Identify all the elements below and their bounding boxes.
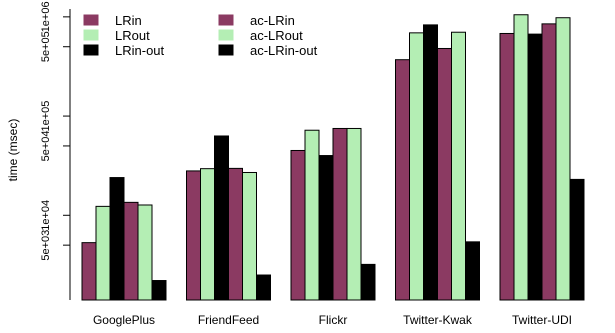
y-tick-label: 1e+05 (40, 101, 52, 132)
bar-lrin-flickr (290, 149, 306, 301)
bar-ac-lrout-twitter-kwak (451, 31, 466, 301)
x-category-label: FriendFeed (198, 313, 259, 327)
bar-ac-lrin-out-twitter-kwak (465, 241, 480, 301)
bar-ac-lrin-flickr (332, 127, 348, 301)
bar-lrin-twitter-udi (499, 32, 515, 301)
x-category-label: Twitter-Kwak (403, 313, 473, 327)
bar-lrin-friendfeed (186, 170, 201, 301)
y-tick-label: 5e+03 (40, 230, 52, 261)
legend-swatch (83, 44, 99, 56)
x-category-label: GooglePlus (93, 313, 155, 327)
bar-lrin-out-flickr (318, 155, 334, 301)
bar-ac-lrin-twitter-udi (541, 23, 557, 301)
bar-ac-lrin-out-twitter-udi (569, 178, 585, 301)
bar-ac-lrin-out-googleplus (151, 280, 167, 301)
legend-label: LRin (115, 13, 142, 28)
x-axis-category-labels: GooglePlus FriendFeed Flickr Twitter-Kwak Tw… (93, 313, 572, 327)
bar-ac-lrin-out-flickr (360, 263, 376, 301)
bar-lrin-out-twitter-udi (527, 33, 543, 301)
bar-ac-lrin-friendfeed (228, 167, 243, 301)
bar-lrin-out-friendfeed (214, 135, 229, 301)
y-axis-title: time (msec) (6, 119, 20, 182)
legend-swatch (218, 29, 234, 41)
y-tick-label: 1e+06 (40, 1, 52, 32)
y-tick-label: 5e+05 (40, 31, 52, 62)
bar-lrout-flickr (304, 129, 320, 301)
bar-lrout-twitter-udi (513, 14, 529, 301)
bar-lrin-googleplus (81, 242, 97, 301)
bar-lrin-out-twitter-kwak (423, 24, 438, 301)
bar-ac-lrout-twitter-udi (555, 17, 571, 301)
bars-layer (81, 14, 585, 301)
legend-swatch (218, 44, 234, 56)
bar-ac-lrin-twitter-kwak (437, 47, 452, 301)
legend-label: ac-LRin (250, 13, 295, 28)
bar-lrout-googleplus (95, 205, 111, 301)
bar-lrin-twitter-kwak (395, 59, 410, 301)
legend-swatch (218, 14, 234, 26)
legend-label: LRout (115, 28, 150, 43)
legend-label: ac-LRout (250, 28, 303, 43)
bar-lrin-out-googleplus (109, 177, 125, 301)
bar-ac-lrout-googleplus (137, 204, 153, 301)
y-tick-label: 5e+04 (40, 130, 52, 161)
bar-ac-lrin-googleplus (123, 201, 139, 301)
bar-ac-lrin-out-friendfeed (256, 274, 271, 301)
bar-lrout-friendfeed (200, 168, 215, 301)
legend-swatch (83, 14, 99, 26)
legend-label: ac-LRin-out (250, 43, 318, 58)
x-category-label: Flickr (319, 313, 348, 327)
x-category-label: Twitter-UDI (512, 313, 572, 327)
bar-lrout-twitter-kwak (409, 32, 424, 301)
legend-swatch (83, 29, 99, 41)
bar-ac-lrout-flickr (346, 127, 362, 301)
y-tick-label: 1e+04 (40, 200, 52, 231)
bar-ac-lrout-friendfeed (242, 171, 257, 301)
legend-label: LRin-out (115, 43, 165, 58)
